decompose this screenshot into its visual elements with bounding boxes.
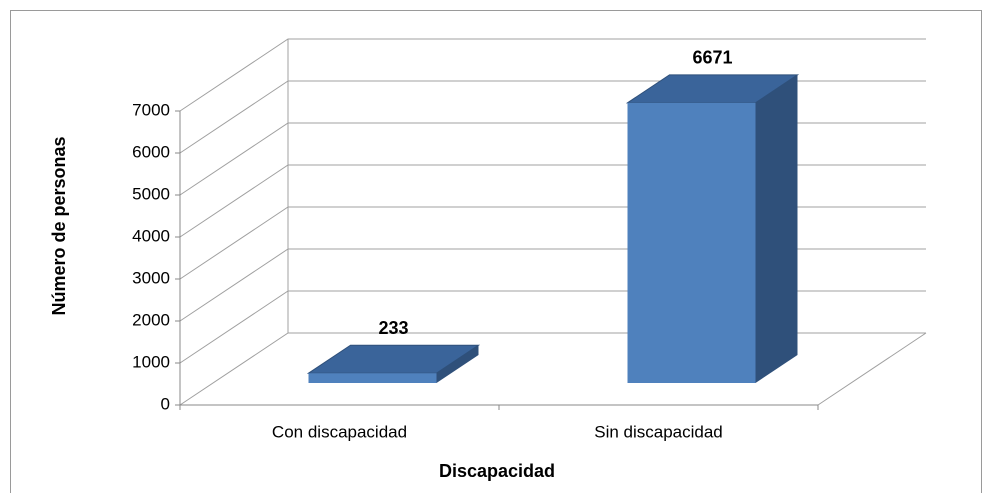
y-tick-label: 2000 xyxy=(132,310,170,329)
chart-frame xyxy=(10,10,982,493)
y-tick-label: 0 xyxy=(161,394,170,413)
grid-line xyxy=(179,38,926,112)
bar-side xyxy=(436,345,479,383)
bar xyxy=(627,102,756,384)
floor-edge xyxy=(817,332,927,406)
y-tick-label: 7000 xyxy=(132,100,170,119)
bar xyxy=(308,373,437,383)
y-tick-label: 4000 xyxy=(132,226,170,245)
bar-side xyxy=(755,74,798,384)
y-tick-label: 5000 xyxy=(132,184,170,203)
x-tick-label: Con discapacidad xyxy=(272,422,407,441)
y-tick-label: 1000 xyxy=(132,352,170,371)
x-axis-title: Discapacidad xyxy=(439,461,555,481)
y-axis-title: Número de personas xyxy=(49,136,69,315)
data-label: 233 xyxy=(378,318,408,338)
y-tick-label: 3000 xyxy=(132,268,170,287)
x-tick-label: Sin discapacidad xyxy=(594,422,723,441)
data-label: 6671 xyxy=(692,48,732,68)
y-tick-label: 6000 xyxy=(132,142,170,161)
